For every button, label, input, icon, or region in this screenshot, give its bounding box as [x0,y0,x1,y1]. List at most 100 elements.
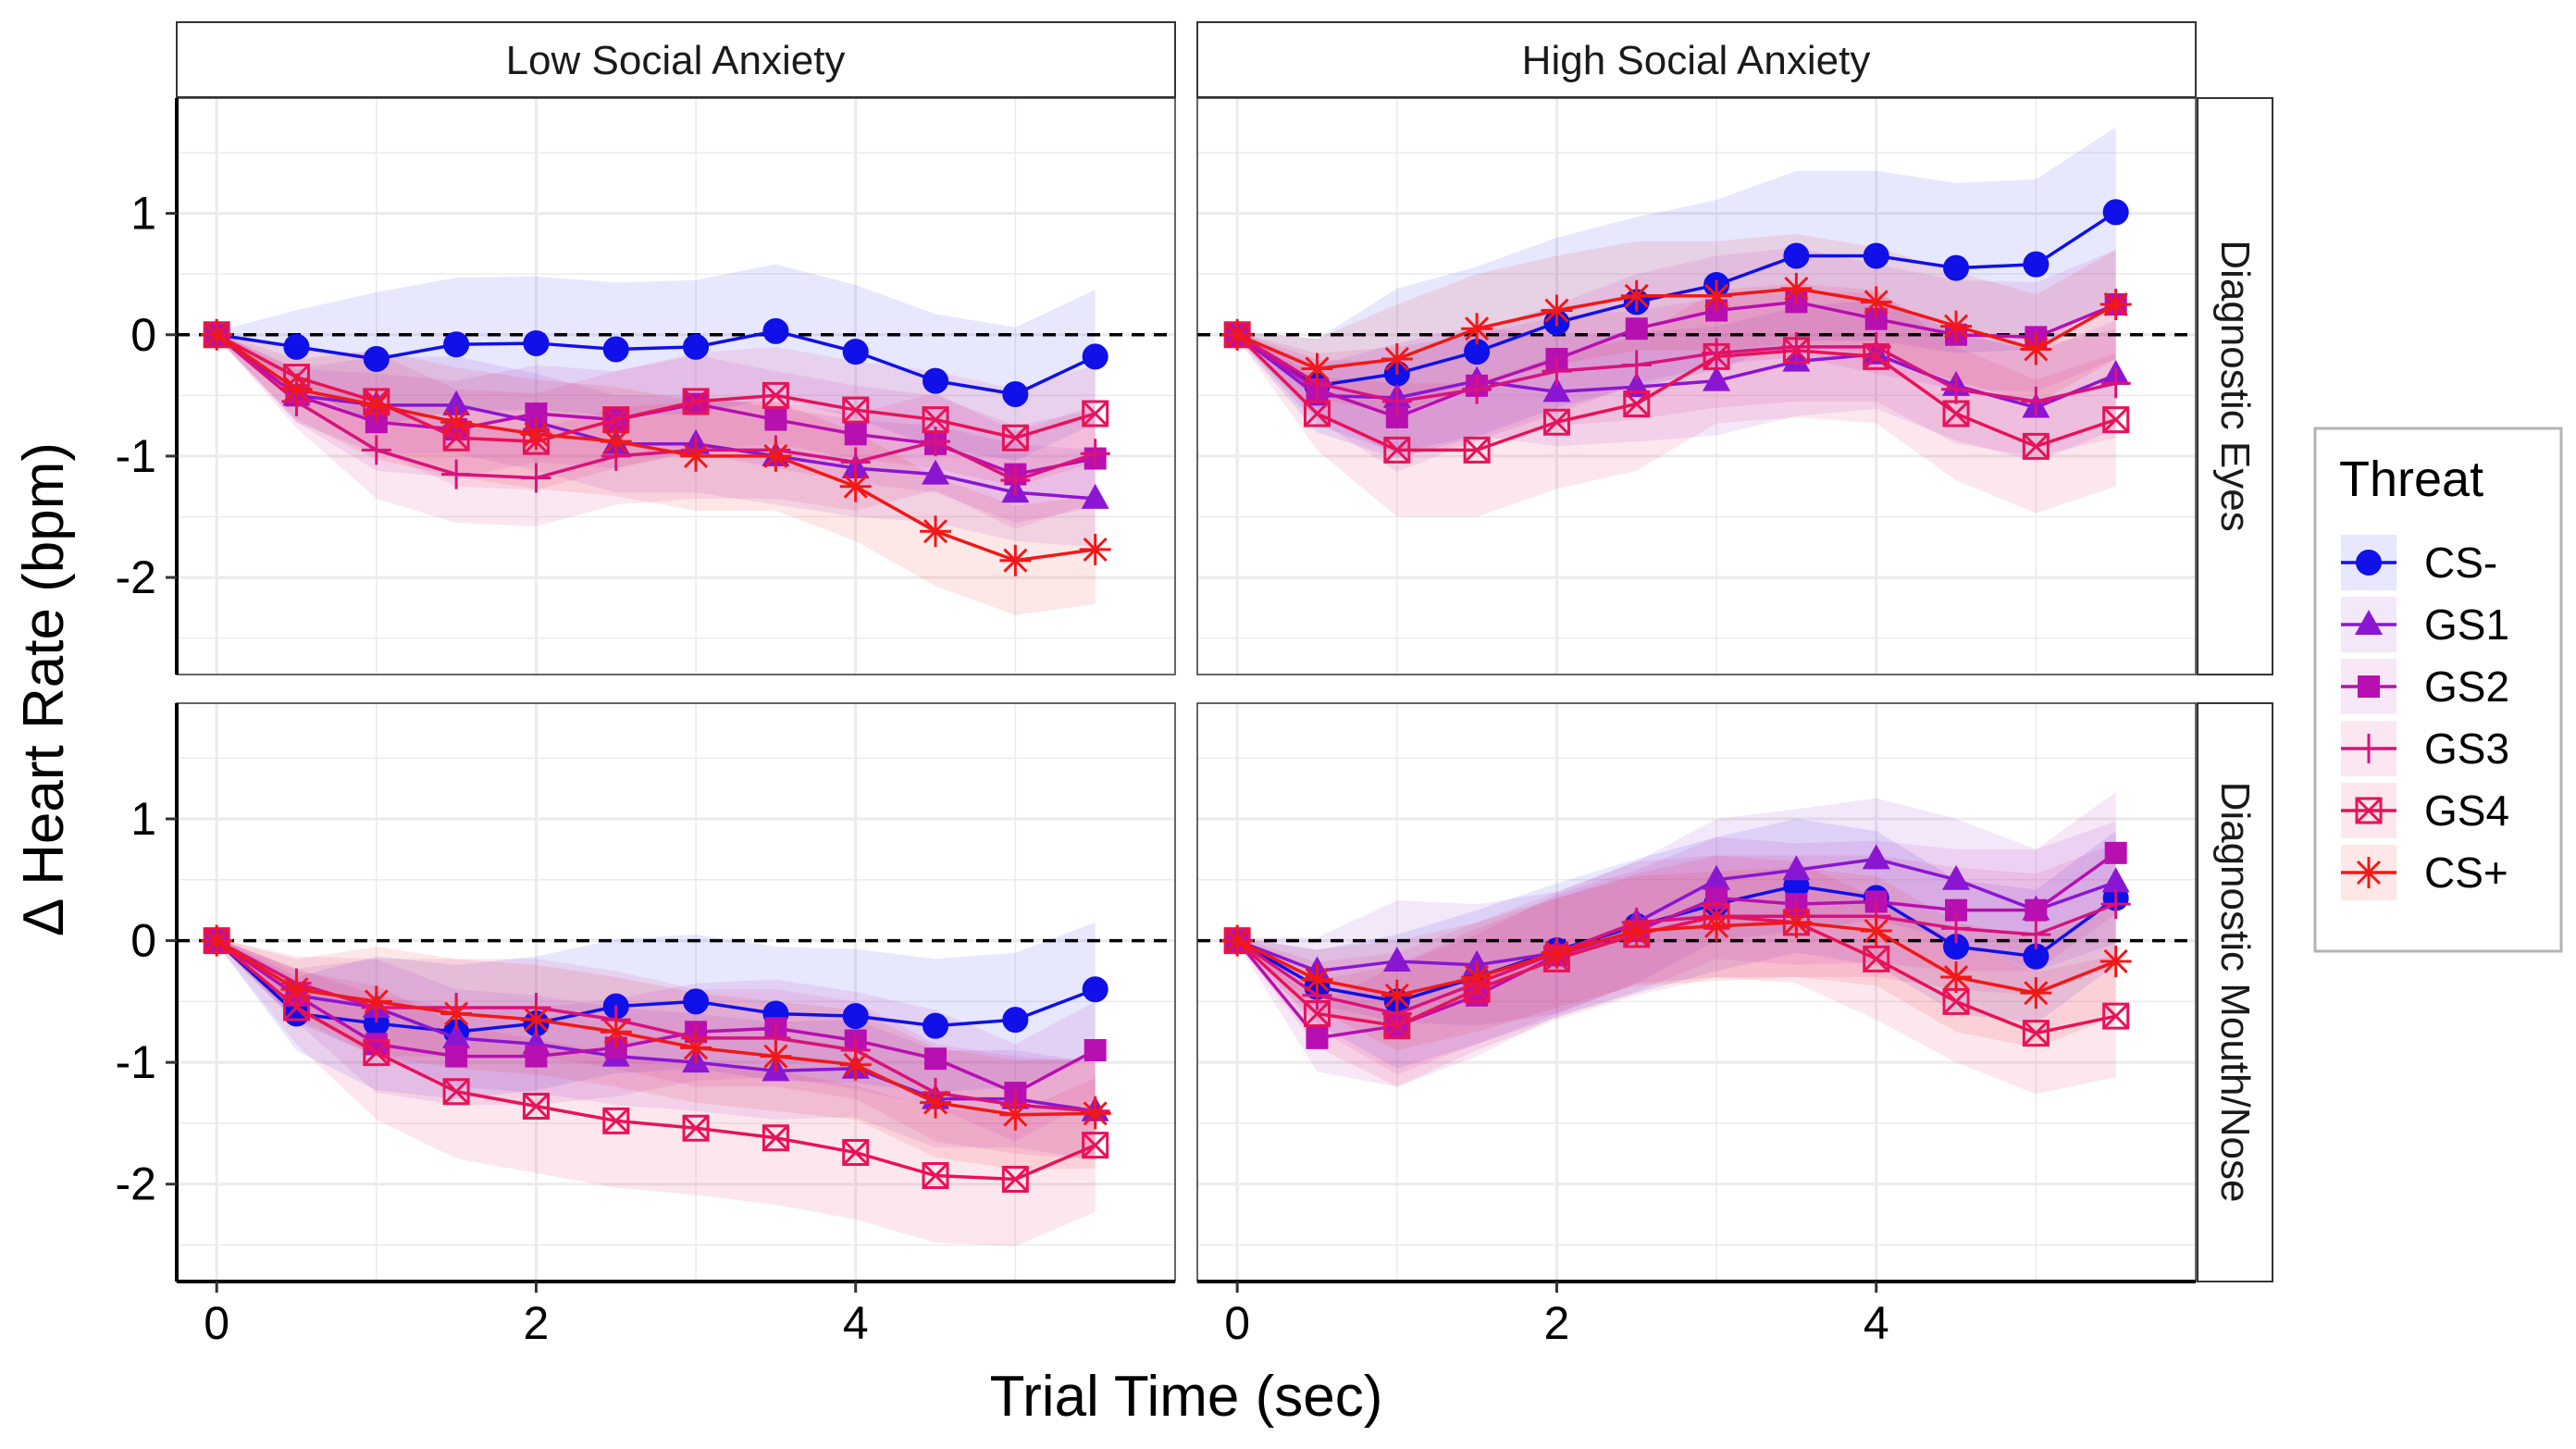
x-tick-label: 2 [1544,1297,1570,1349]
data-point-gs4 [842,396,870,424]
data-point-cs [923,367,949,394]
data-point-cs [1079,1097,1111,1130]
data-point-cs [842,339,869,365]
data-point-gs4 [1082,400,1109,427]
series-points-cs [201,318,1111,576]
series-line-gs3 [216,333,1096,483]
data-point-cs [360,985,392,1018]
legend-item-gs1: GS1 [2341,597,2509,652]
data-point-gs3 [441,459,472,489]
series-points-cs [201,924,1111,1131]
legend-item-gs4: GS4 [2341,783,2509,838]
y-tick-label: 1 [130,188,156,240]
x-tick-label: 4 [843,1297,869,1349]
data-point-cs [1783,242,1810,269]
legend-marker-cs [2353,857,2384,888]
legend-title: Threat [2339,452,2483,507]
ci-band-gs2 [217,332,1096,524]
data-point-cs [600,426,632,458]
data-point-gs4 [522,1093,550,1121]
data-point-cs [280,373,313,405]
data-point-cs [2099,288,2132,320]
data-point-gs4 [1782,337,1810,365]
y-tick-label: 1 [130,793,156,845]
data-point-gs4 [2102,1002,2130,1030]
data-point-cs [440,997,473,1030]
data-point-gs4 [1383,1012,1411,1040]
strip-row-eyes-label: Diagnostic Eyes [2212,240,2258,531]
ci-band-gs1 [1237,798,2116,1026]
data-point-cs [1780,906,1813,938]
data-point-gs2 [1306,1026,1329,1049]
data-point-gs4 [762,381,789,409]
data-point-cs [1082,976,1108,1003]
data-point-cs [1863,242,1889,269]
data-point-cs [1381,342,1413,375]
series-line-gs2 [1236,300,2117,419]
series-line-gs3 [1236,333,2117,403]
data-point-cs [1002,1007,1029,1034]
data-point-cs [1079,533,1111,565]
data-point-gs4 [922,1162,949,1190]
data-point-cs [440,406,473,439]
data-point-cs [1381,979,1413,1011]
panel-high-social-anxiety-diagnostic-mouth-nose [1196,702,2197,1293]
data-point-gs3 [2100,368,2131,399]
data-point-cs [2023,251,2050,278]
data-point-gs4 [2022,432,2050,460]
data-point-gs3 [361,435,391,465]
series-line-cs [216,333,1096,563]
data-point-cs [1301,353,1333,385]
data-point-gs3 [1621,350,1652,380]
legend-label: CS+ [2424,848,2508,897]
data-point-gs4 [2102,406,2130,434]
data-point-cs [762,317,789,344]
x-tick-label: 0 [204,1297,229,1349]
x-tick-label: 2 [524,1297,550,1349]
data-point-gs4 [682,388,710,415]
data-point-gs4 [1001,1165,1029,1193]
legend: Threat CS- GS1 GS2 GS3 GS4 CS+ [2313,427,2563,953]
data-point-gs3 [2100,889,2131,920]
data-point-gs4 [1942,400,1970,427]
data-point-cs [2020,977,2052,1009]
ci-band-cs [217,331,1096,615]
legend-box [2313,427,2563,953]
data-point-gs4 [922,406,949,434]
data-point-gs4 [1542,408,1570,436]
data-point-gs1 [442,1022,471,1048]
data-point-cs [1221,924,1254,957]
data-point-cs [1940,961,1973,994]
data-point-cs [680,440,712,472]
y-tick-label: 0 [130,915,156,967]
data-point-cs [1940,310,1973,342]
data-point-cs [1221,318,1254,351]
legend-label: GS2 [2424,663,2509,711]
data-point-cs [360,389,392,421]
data-point-cs [683,333,710,360]
data-point-cs [2099,945,2132,977]
y-tick-label: -2 [116,551,156,603]
y-tick-label: -2 [116,1158,156,1210]
data-point-gs4 [682,1114,710,1142]
legend-item-cs: CS- [2341,535,2497,590]
data-point-gs3 [1941,374,1972,404]
data-point-gs1 [1703,864,1731,890]
data-point-cs [1701,279,1733,312]
legend-marker-cs [2356,550,2382,576]
data-point-gs2 [445,1045,468,1068]
data-point-gs1 [1703,365,1731,391]
data-point-cs [842,1003,869,1030]
panel-border [1196,97,2197,675]
legend-label: GS3 [2424,724,2509,773]
data-point-cs [680,1032,712,1064]
series-points-cs [1221,272,2132,385]
data-point-gs4 [2022,1020,2050,1047]
data-point-gs4 [1303,400,1331,427]
data-point-cs [1780,272,1813,304]
y-tick-label: -1 [116,430,156,482]
series-points-gs4 [203,927,1109,1193]
y-tick-labels: 1 0 -1 -2 1 0 -1 -2 [116,188,156,1210]
data-point-gs1 [1382,946,1411,972]
series-line-cs [216,939,1096,1117]
